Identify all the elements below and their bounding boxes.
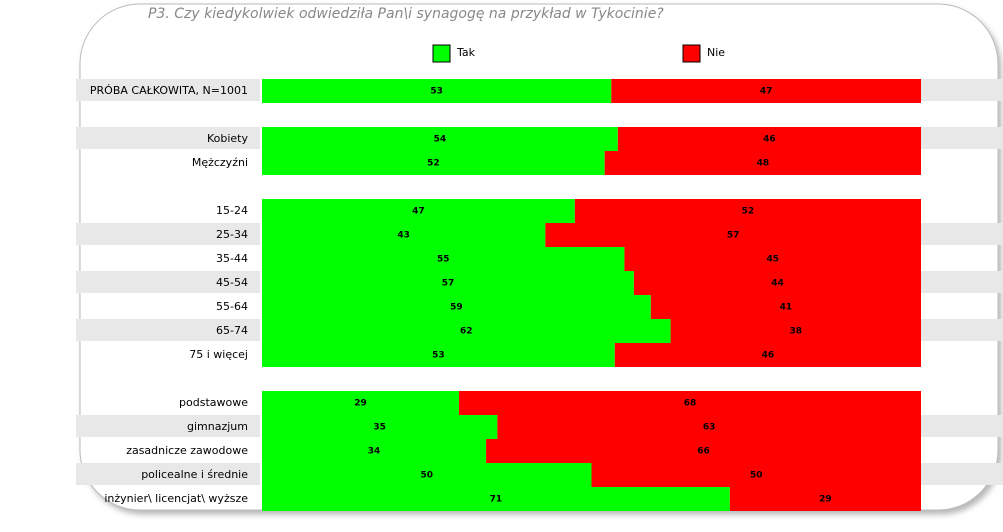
y-tick-label: 55-64	[216, 300, 248, 313]
bar-segment	[729, 487, 921, 511]
bar-segment	[262, 127, 618, 151]
y-tick-label: 65-74	[216, 324, 248, 337]
bar-segment	[497, 415, 921, 439]
y-tick-label: PRÓBA CAŁKOWITA, N=1001	[90, 84, 248, 97]
value-label: 48	[757, 159, 770, 169]
legend-swatch	[432, 44, 451, 63]
bar-segment	[262, 439, 487, 463]
y-tick-label: 45-54	[216, 276, 248, 289]
value-label: 57	[442, 279, 455, 289]
value-label: 63	[703, 423, 716, 433]
value-label: 43	[397, 231, 410, 241]
value-label: 50	[750, 471, 763, 481]
bar-segment	[624, 247, 921, 271]
bar-segment	[262, 223, 546, 247]
bar-segment	[262, 199, 575, 223]
bar-segment	[545, 223, 921, 247]
row-band	[76, 271, 260, 293]
y-tick-label: policealne i średnie	[141, 468, 248, 481]
value-label: 55	[437, 255, 450, 265]
bar-segment	[459, 391, 921, 415]
value-label: 34	[368, 447, 381, 457]
row-band	[76, 223, 260, 245]
bar-segment	[611, 79, 921, 103]
bar-segment	[262, 151, 605, 175]
y-tick-label: 15-24	[216, 204, 248, 217]
value-label: 45	[766, 255, 779, 265]
value-label: 54	[434, 135, 447, 145]
value-label: 62	[460, 327, 473, 337]
value-label: 57	[727, 231, 740, 241]
legend-swatch	[682, 44, 701, 63]
row-band	[76, 127, 260, 149]
row-band	[921, 415, 1003, 437]
row-band	[921, 223, 1003, 245]
row-band	[921, 271, 1003, 293]
value-label: 66	[697, 447, 710, 457]
y-tick-label: 75 i więcej	[189, 348, 248, 361]
value-label: 68	[684, 399, 697, 409]
value-label: 50	[420, 471, 433, 481]
bar-segment	[262, 79, 612, 103]
bar-segment	[262, 391, 460, 415]
value-label: 59	[450, 303, 463, 313]
value-label: 47	[412, 207, 425, 217]
y-tick-label: Mężczyźni	[192, 156, 248, 169]
y-tick-label: Kobiety	[207, 132, 249, 145]
bar-segment	[670, 319, 921, 343]
bar-segment	[633, 271, 921, 295]
bar-segment	[262, 247, 625, 271]
bar-segment	[262, 415, 498, 439]
value-label: 44	[771, 279, 784, 289]
bar-segment	[486, 439, 921, 463]
value-label: 41	[780, 303, 793, 313]
y-tick-label: inżynier\ licencjat\ wyższe	[104, 492, 248, 505]
row-band	[921, 79, 1003, 101]
bar-segment	[262, 463, 592, 487]
row-band	[921, 463, 1003, 485]
row-band	[921, 319, 1003, 341]
value-label: 52	[742, 207, 755, 217]
bar-segment	[262, 319, 671, 343]
bar-segment	[574, 199, 921, 223]
value-label: 52	[427, 159, 440, 169]
value-label: 46	[762, 351, 775, 361]
bar-segment	[650, 295, 921, 319]
bar-segment	[262, 295, 651, 319]
value-label: 53	[430, 87, 443, 97]
bar-segment	[614, 343, 921, 367]
value-label: 71	[490, 495, 503, 505]
row-band	[921, 127, 1003, 149]
bar-segment	[591, 463, 921, 487]
value-label: 47	[760, 87, 773, 97]
bar-segment	[262, 271, 634, 295]
bar-segment	[262, 343, 615, 367]
chart-title: P3. Czy kiedykolwiek odwiedziła Pan\i sy…	[148, 6, 664, 22]
bar-segment	[262, 487, 730, 511]
y-tick-label: zasadnicze zawodowe	[126, 444, 248, 457]
legend-label: Tak	[456, 46, 476, 59]
legend-label: Nie	[707, 46, 725, 59]
value-label: 29	[354, 399, 367, 409]
y-tick-label: podstawowe	[179, 396, 248, 409]
value-label: 29	[819, 495, 832, 505]
row-band	[76, 319, 260, 341]
bar-segment	[604, 151, 921, 175]
row-band	[76, 415, 260, 437]
y-tick-label: 35-44	[216, 252, 248, 265]
y-tick-label: 25-34	[216, 228, 248, 241]
y-tick-label: gimnazjum	[187, 420, 248, 433]
value-label: 53	[432, 351, 445, 361]
bar-segment	[617, 127, 921, 151]
value-label: 35	[373, 423, 386, 433]
row-band	[76, 463, 260, 485]
row-band	[76, 79, 260, 101]
value-label: 38	[790, 327, 803, 337]
value-label: 46	[763, 135, 776, 145]
